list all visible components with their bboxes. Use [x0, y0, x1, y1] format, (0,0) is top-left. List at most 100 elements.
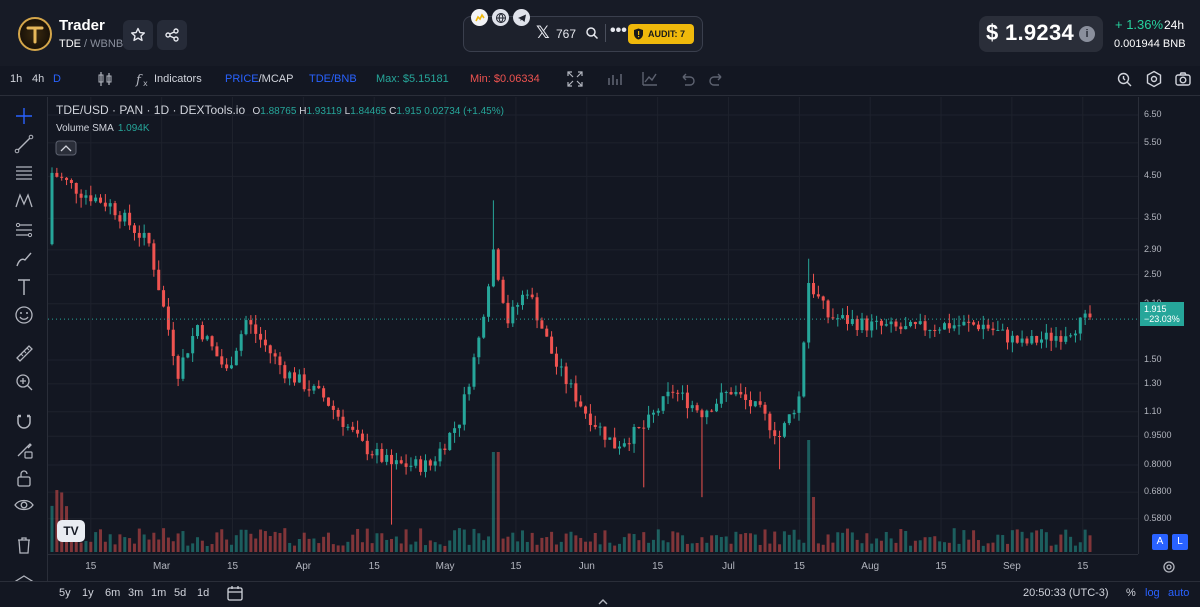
- bars-chart-icon[interactable]: [606, 70, 624, 88]
- price-tick-label: 1.50: [1144, 353, 1162, 364]
- info-icon[interactable]: i: [1079, 26, 1095, 42]
- x-twitter-icon[interactable]: 𝕏: [536, 23, 550, 42]
- volume-bar: [991, 542, 995, 552]
- favorite-button[interactable]: [123, 20, 153, 50]
- share-button[interactable]: [157, 20, 187, 50]
- search-icon[interactable]: [585, 26, 599, 40]
- volume-bar: [850, 532, 854, 552]
- volume-bar: [365, 528, 369, 552]
- volume-bar: [719, 536, 723, 552]
- brush-icon[interactable]: [13, 248, 35, 270]
- volume-bar: [186, 545, 190, 552]
- axis-settings-icon[interactable]: [1161, 559, 1177, 575]
- pattern-icon[interactable]: [13, 190, 35, 212]
- candle-body: [346, 426, 350, 428]
- candle-body: [1088, 313, 1092, 318]
- candle-body: [293, 372, 297, 383]
- range-button-3m[interactable]: 3m: [128, 587, 144, 599]
- range-button-1y[interactable]: 1y: [82, 587, 94, 599]
- redo-icon[interactable]: [708, 70, 726, 88]
- projection-icon[interactable]: [13, 219, 35, 241]
- settings-gear-icon[interactable]: [1145, 70, 1163, 88]
- fib-retracement-icon[interactable]: [13, 162, 35, 184]
- telegram-icon[interactable]: [513, 9, 530, 26]
- text-tool-icon[interactable]: [13, 276, 35, 298]
- ohlc-open: 1.88765: [260, 106, 297, 117]
- audit-badge[interactable]: AUDIT: 7: [628, 24, 694, 44]
- volume-bar: [647, 542, 651, 552]
- undo-icon[interactable]: [678, 70, 696, 88]
- lock-icon[interactable]: [13, 467, 35, 489]
- price-tick-label: 0.6800: [1144, 486, 1172, 497]
- percent-scale-toggle[interactable]: %: [1126, 587, 1136, 599]
- clock-time[interactable]: 20:50:33 (UTC-3): [1023, 587, 1109, 599]
- price-tick-label: 0.9500: [1144, 430, 1172, 441]
- eye-icon[interactable]: [13, 494, 35, 516]
- range-button-6m[interactable]: 6m: [105, 587, 121, 599]
- log-scale-button[interactable]: L: [1172, 534, 1188, 550]
- auto-scale-toggle[interactable]: auto: [1168, 587, 1190, 599]
- magnet-icon[interactable]: [13, 410, 35, 432]
- tde-bnb-toggle[interactable]: TDE/BNB: [309, 73, 357, 85]
- candle-body: [375, 448, 379, 456]
- volume-bar: [899, 529, 903, 552]
- volume-bar: [200, 540, 204, 552]
- chart-area[interactable]: [48, 97, 1138, 554]
- candle-body: [302, 374, 306, 390]
- range-button-5d[interactable]: 5d: [174, 587, 187, 599]
- tradingview-logo[interactable]: TV: [57, 520, 85, 542]
- volume-bar: [123, 537, 127, 552]
- candle-body: [1001, 329, 1005, 331]
- ohlc-change: 0.02734 (+1.45%): [424, 106, 504, 117]
- candle-body: [244, 320, 248, 335]
- volume-bar: [322, 536, 326, 552]
- indicators-button[interactable]: Indicators: [154, 73, 202, 85]
- volume-bar: [103, 541, 107, 552]
- candle-body: [831, 317, 835, 319]
- candle-body: [904, 326, 908, 330]
- candle-body: [157, 269, 161, 291]
- candlestick-chart[interactable]: [48, 97, 1138, 554]
- coinmarketcap-icon[interactable]: [471, 9, 488, 26]
- calendar-icon[interactable]: [226, 584, 244, 602]
- auto-scale-button[interactable]: A: [1152, 534, 1168, 550]
- trash-icon[interactable]: [13, 534, 35, 556]
- candle-body: [976, 324, 980, 330]
- volume-bar: [453, 530, 457, 552]
- candle-body: [317, 385, 321, 389]
- time-tick-label: Aug: [861, 561, 880, 572]
- lock-drawing-icon[interactable]: [13, 439, 35, 461]
- camera-icon[interactable]: [1174, 70, 1192, 88]
- ruler-icon[interactable]: [13, 342, 35, 364]
- price-axis[interactable]: [1138, 97, 1200, 554]
- timeframe-1h[interactable]: 1h: [10, 73, 23, 85]
- range-button-5y[interactable]: 5y: [59, 587, 71, 599]
- candle-body: [933, 330, 937, 332]
- line-chart-icon[interactable]: [641, 70, 659, 88]
- chart-legend: TDE/USD · PAN · 1D · DEXTools.io O1.8876…: [56, 103, 504, 117]
- quick-search-icon[interactable]: [1116, 70, 1134, 88]
- log-scale-toggle[interactable]: log: [1145, 587, 1160, 599]
- timeframe-d[interactable]: D: [53, 73, 61, 85]
- range-button-1m[interactable]: 1m: [151, 587, 167, 599]
- candle-type-icon[interactable]: [96, 70, 114, 88]
- emoji-icon[interactable]: [13, 304, 35, 326]
- more-options-icon[interactable]: •••: [610, 22, 627, 39]
- volume-bar: [782, 531, 786, 552]
- time-axis[interactable]: [48, 554, 1138, 581]
- fullscreen-icon[interactable]: [566, 70, 584, 88]
- candle-body: [94, 197, 98, 202]
- website-globe-icon[interactable]: [492, 9, 509, 26]
- timeframe-4h[interactable]: 4h: [32, 73, 45, 85]
- volume-bar: [841, 532, 845, 552]
- zoom-in-icon[interactable]: [13, 371, 35, 393]
- volume-bar: [1059, 534, 1063, 552]
- candle-body: [268, 345, 272, 354]
- volume-bar: [55, 490, 59, 552]
- price-mcap-toggle[interactable]: PRICE/MCAP: [225, 73, 293, 85]
- crosshair-icon[interactable]: [13, 105, 35, 127]
- range-button-1d[interactable]: 1d: [197, 587, 210, 599]
- expand-up-icon[interactable]: [597, 594, 609, 605]
- trend-line-icon[interactable]: [13, 133, 35, 155]
